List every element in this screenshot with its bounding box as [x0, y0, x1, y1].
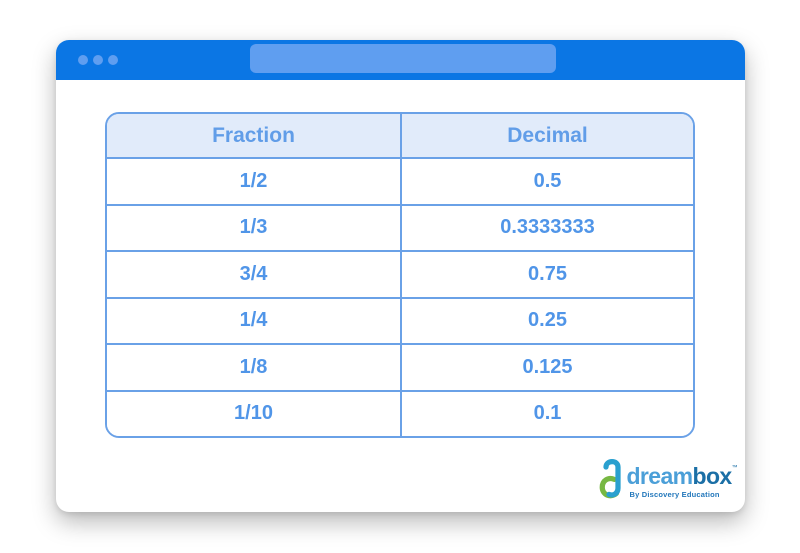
dreambox-logo-text: dreambox™ By Discovery Education: [626, 465, 737, 500]
decimal-cell: 0.3333333: [400, 205, 693, 250]
window-control-dot-icon[interactable]: [93, 55, 103, 65]
fraction-cell: 1/3: [239, 216, 268, 239]
table-row: 1/2 0.5: [107, 157, 693, 204]
table-row: 1/8 0.125: [107, 343, 693, 390]
column-header-fraction: Fraction: [212, 123, 295, 147]
fraction-cell: 3/4: [239, 262, 268, 285]
dreambox-wordmark: dreambox™: [626, 465, 737, 488]
fraction-cell: 1/4: [239, 309, 268, 332]
logo-tagline: By Discovery Education: [629, 490, 720, 499]
decimal-cell: 0.125: [400, 345, 693, 390]
dreambox-d-icon: [600, 459, 622, 499]
column-header-decimal: Decimal: [400, 114, 693, 157]
wordmark-dream: dream: [626, 463, 693, 489]
window-control-dot-icon[interactable]: [78, 55, 88, 65]
fraction-cell: 1/10: [234, 402, 273, 425]
table-header-row: Fraction Decimal: [107, 114, 693, 157]
window-controls: [78, 55, 118, 65]
browser-window: Fraction Decimal 1/2 0.5 1/3 0.3333333 3…: [56, 40, 745, 512]
fraction-cell: 1/2: [239, 169, 268, 192]
wordmark-box: box: [692, 463, 733, 489]
table-row: 1/4 0.25: [107, 296, 693, 343]
decimal-cell: 0.1: [400, 391, 693, 436]
dreambox-logo: dreambox™ By Discovery Education: [598, 458, 738, 500]
decimal-cell: 0.25: [400, 298, 693, 343]
decimal-cell: 0.75: [400, 252, 693, 297]
window-control-dot-icon[interactable]: [108, 55, 118, 65]
table-row: 3/4 0.75: [107, 250, 693, 297]
decimal-cell: 0.5: [400, 159, 693, 204]
trademark-symbol: ™: [731, 465, 738, 471]
fraction-cell: 1/8: [239, 355, 268, 378]
address-bar[interactable]: [250, 44, 556, 73]
browser-titlebar: [56, 40, 745, 80]
table-row: 1/3 0.3333333: [107, 203, 693, 250]
fraction-decimal-table: Fraction Decimal 1/2 0.5 1/3 0.3333333 3…: [105, 112, 695, 438]
table-row: 1/10 0.1: [107, 389, 693, 436]
